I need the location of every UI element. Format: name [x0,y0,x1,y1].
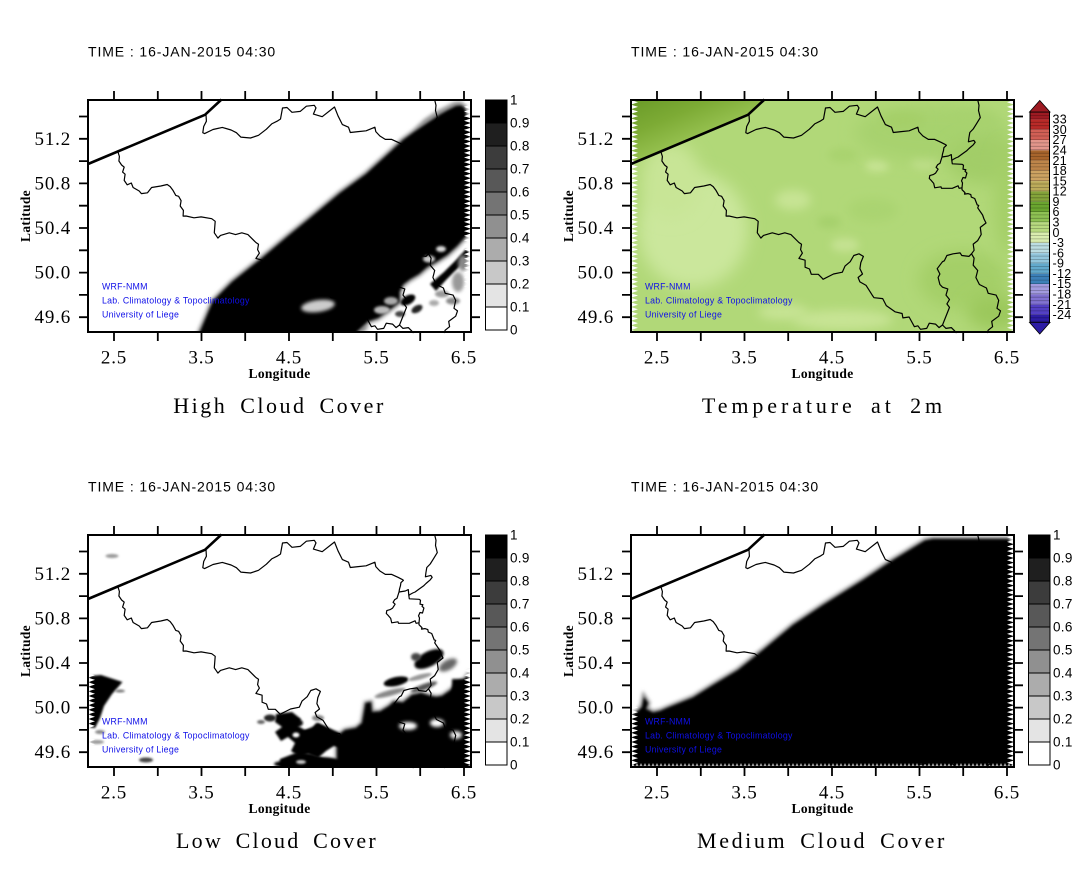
svg-text:High Cloud Cover: High Cloud Cover [173,393,386,418]
svg-text:Medium Cloud Cover: Medium Cloud Cover [697,828,947,853]
svg-text:Temperature at 2m: Temperature at 2m [702,393,946,418]
svg-text:Low Cloud Cover: Low Cloud Cover [176,828,378,853]
